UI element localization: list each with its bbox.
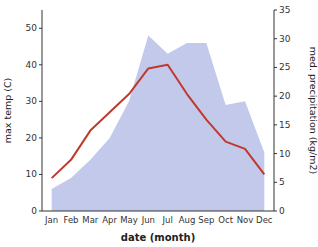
- y-tick: [39, 137, 42, 138]
- y2-tick-label: 15: [279, 120, 290, 130]
- y2-tick: [274, 124, 277, 125]
- y2-tick-label: 0: [279, 206, 285, 216]
- y2-tick: [274, 182, 277, 183]
- x-tick-label: Feb: [63, 215, 78, 225]
- y-tick-label: 10: [26, 169, 38, 179]
- y2-tick-label: 5: [279, 177, 285, 187]
- y2-tick: [274, 10, 277, 11]
- x-tick-label: Jul: [162, 215, 173, 225]
- x-tick-label: Apr: [102, 215, 117, 225]
- y2-tick-label: 30: [279, 34, 291, 44]
- y2-tick: [274, 96, 277, 97]
- y-tick-label: 40: [26, 60, 38, 70]
- x-tick-label: Oct: [218, 215, 233, 225]
- y2-axis-title: med. precipitation (kg/m2): [308, 47, 318, 174]
- y-axis-line: [42, 10, 43, 211]
- y2-tick-label: 25: [279, 62, 290, 72]
- y-tick-label: 0: [31, 206, 37, 216]
- area: [52, 36, 265, 211]
- x-tick-label: Jan: [44, 215, 58, 225]
- x-tick-label: Dec: [256, 215, 273, 225]
- y2-tick: [274, 67, 277, 68]
- y2-tick-label: 20: [279, 91, 291, 101]
- x-tick-label: Mar: [82, 215, 99, 225]
- y-tick: [39, 101, 42, 102]
- line: [52, 65, 265, 178]
- x-axis-line: [42, 211, 274, 212]
- y-tick: [39, 28, 42, 29]
- plot-area: [52, 36, 265, 211]
- x-tick-label: Sep: [198, 215, 214, 225]
- y-tick-label: 20: [26, 133, 38, 143]
- y2-tick-label: 10: [279, 149, 291, 159]
- y-tick-label: 50: [26, 23, 38, 33]
- y2-tick: [274, 153, 277, 154]
- x-axis-title: date (month): [121, 232, 195, 243]
- x-tick-label: Nov: [237, 215, 254, 225]
- y-tick: [39, 64, 42, 65]
- y2-tick: [274, 38, 277, 39]
- y-tick-label: 30: [26, 96, 38, 106]
- y2-axis-line: [274, 10, 275, 211]
- chart: 0 10 20 30 40 50 0 5 10 15 20 25 30 35 Jan Feb MarAprMay…: [0, 0, 318, 247]
- x-tick-label: Aug: [179, 215, 196, 225]
- x-tick-label: Jun: [141, 215, 155, 225]
- y2-tick: [274, 211, 277, 212]
- y-axis-title: max temp (C): [2, 78, 13, 144]
- y2-tick-label: 35: [279, 5, 290, 15]
- y-tick: [39, 174, 42, 175]
- x-tick-label: May: [120, 215, 138, 225]
- y-tick: [39, 211, 42, 212]
